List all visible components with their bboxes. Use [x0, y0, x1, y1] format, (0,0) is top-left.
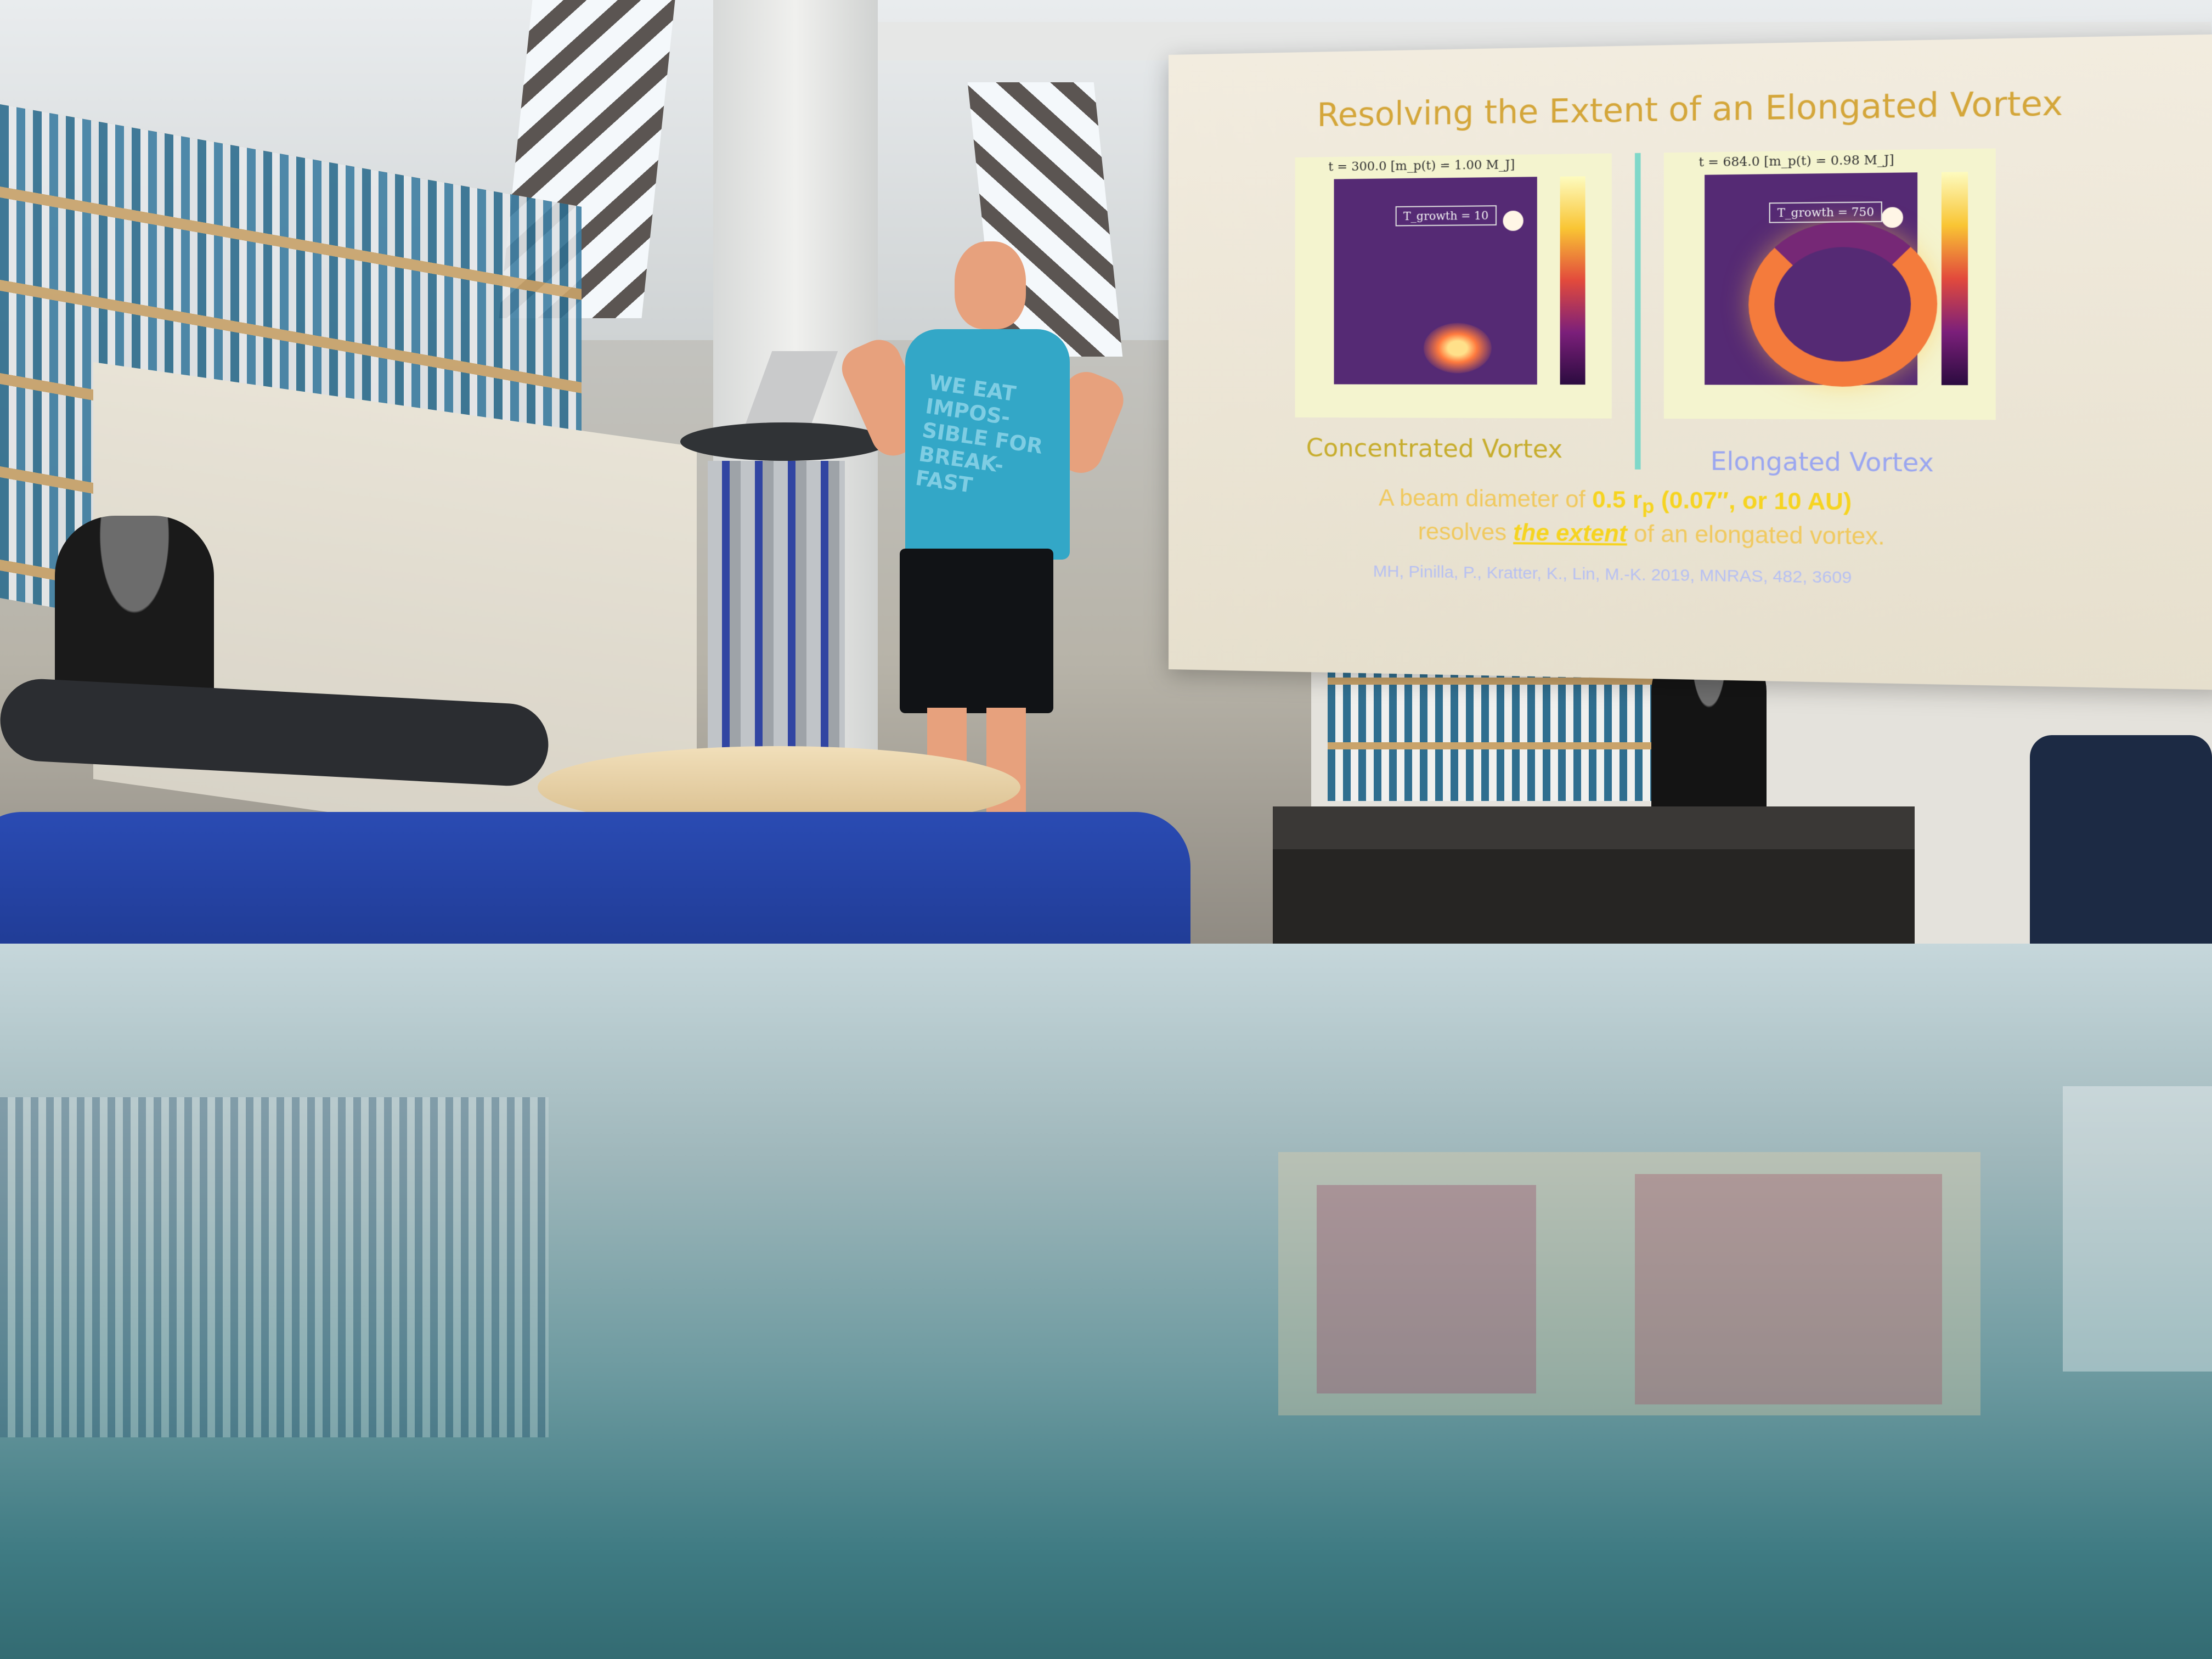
- growth-badge-right: T_growth = 750: [1769, 201, 1883, 223]
- beam-text-line2: resolves the extent of an elongated vort…: [1418, 518, 1885, 550]
- reflection-panel-left: [1317, 1185, 1536, 1393]
- beam-text-line2-prefix: resolves: [1418, 518, 1514, 545]
- steps: [1273, 806, 1915, 949]
- reflection-panel-right: [1635, 1174, 1942, 1404]
- beam-text-prefix: A beam diameter of: [1379, 484, 1592, 512]
- beam-text-highlight: 0.5 rp (0.07″, or 10 AU): [1592, 486, 1852, 515]
- beam-text-emphasis: the extent: [1513, 519, 1627, 546]
- plot-header-right: t = 684.0 [m_p(t) = 0.98 M_J]: [1699, 153, 1894, 170]
- caption-elongated: Elongated Vortex: [1711, 447, 1934, 478]
- colorbar-left: [1560, 176, 1585, 385]
- slide-title: Resolving the Extent of an Elongated Vor…: [1169, 81, 2212, 136]
- reflection-bookshelves: [0, 1097, 549, 1437]
- beam-circle-icon: [1882, 207, 1903, 228]
- plot-header-left: t = 300.0 [m_p(t) = 1.00 M_J]: [1328, 158, 1515, 174]
- vortex-blob: [1424, 323, 1492, 374]
- plot-panel-elongated: t = 684.0 [m_p(t) = 0.98 M_J] T_growth =…: [1664, 148, 1996, 420]
- caption-concentrated: Concentrated Vortex: [1306, 434, 1562, 464]
- reflection-window: [2063, 1086, 2212, 1372]
- intensity-map-right: T_growth = 750: [1705, 172, 1917, 385]
- colorbar-right: [1942, 172, 1968, 385]
- shirt-text: WE EAT IMPOS-SIBLE FOR BREAK-FAST: [914, 370, 1061, 507]
- beam-text-line2-suffix: of an elongated vortex.: [1627, 520, 1885, 550]
- beam-circle-icon: [1503, 211, 1523, 231]
- growth-badge-left: T_growth = 10: [1396, 205, 1497, 226]
- blue-chair-seat: [0, 812, 1190, 966]
- vortex-ring: [1748, 221, 1937, 387]
- panel-divider: [1635, 153, 1641, 470]
- beam-text-line1: A beam diameter of 0.5 rp (0.07″, or 10 …: [1379, 484, 1852, 520]
- intensity-map-left: T_growth = 10: [1334, 177, 1537, 385]
- presenter-head: [955, 241, 1026, 329]
- presenter-shorts: [900, 549, 1053, 713]
- plot-panel-concentrated: t = 300.0 [m_p(t) = 1.00 M_J] T_growth =…: [1295, 154, 1612, 419]
- projection-screen: Resolving the Extent of an Elongated Vor…: [1169, 34, 2212, 690]
- chair-right: [2030, 735, 2212, 955]
- citation: MH, Pinilla, P., Kratter, K., Lin, M.-K.…: [1373, 562, 1852, 588]
- presenter-shirt: WE EAT IMPOS-SIBLE FOR BREAK-FAST: [905, 329, 1070, 560]
- podium-top: [680, 422, 889, 461]
